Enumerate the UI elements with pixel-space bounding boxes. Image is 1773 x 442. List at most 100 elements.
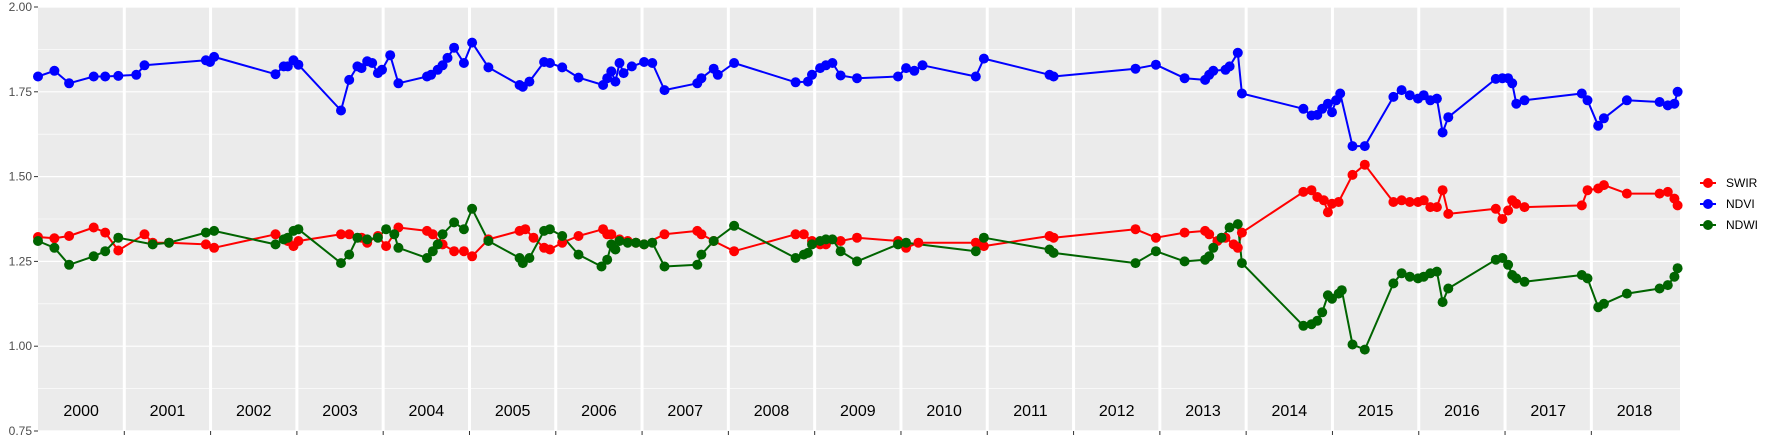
data-point-swir — [458, 246, 469, 257]
data-point-swir — [1404, 197, 1415, 207]
data-point-ndvi — [1327, 107, 1337, 118]
data-point-ndwi — [33, 236, 43, 246]
year-label: 2001 — [150, 403, 186, 420]
data-point-ndwi — [1204, 251, 1215, 262]
data-point-swir — [1511, 198, 1522, 209]
data-point-ndvi — [449, 42, 460, 53]
data-point-ndwi — [336, 258, 346, 269]
year-label: 2009 — [840, 403, 876, 420]
data-point-ndwi — [100, 246, 111, 257]
data-point-swir — [1130, 224, 1141, 235]
data-point-swir — [1318, 195, 1329, 206]
data-point-ndwi — [1232, 219, 1243, 230]
data-point-ndwi — [381, 224, 392, 235]
data-point-ndvi — [917, 60, 928, 71]
y-tick-label: 1.25 — [9, 254, 33, 268]
data-point-ndwi — [270, 239, 281, 250]
data-point-ndvi — [344, 74, 355, 85]
data-point-ndwi — [544, 224, 555, 235]
data-point-ndvi — [1511, 98, 1522, 109]
data-point-swir — [1359, 159, 1370, 170]
data-point-swir — [200, 239, 211, 250]
year-label: 2010 — [926, 403, 962, 420]
data-point-ndvi — [1621, 95, 1632, 106]
data-point-ndvi — [131, 69, 142, 80]
data-point-ndvi — [356, 63, 367, 74]
data-point-ndvi — [1208, 65, 1219, 76]
data-point-swir — [1431, 202, 1442, 213]
data-point-ndvi — [100, 71, 111, 82]
data-point-swir — [1048, 232, 1059, 243]
legend: SWIR NDVI NDWI — [1700, 176, 1758, 232]
data-point-ndwi — [1662, 280, 1673, 291]
data-point-swir — [293, 236, 304, 246]
data-point-ndwi — [1336, 285, 1347, 296]
data-point-ndvi — [483, 62, 494, 73]
data-point-ndwi — [113, 232, 124, 243]
data-point-ndwi — [432, 239, 443, 250]
data-point-swir — [978, 241, 989, 252]
legend-label-ndwi: NDWI — [1726, 218, 1758, 232]
data-point-swir — [1490, 203, 1501, 214]
x-axis — [123, 431, 1592, 435]
data-point-ndwi — [1431, 266, 1442, 277]
data-point-ndvi — [610, 76, 621, 87]
data-point-swir — [544, 244, 555, 255]
data-point-ndvi — [1507, 78, 1518, 89]
data-point-ndvi — [544, 58, 555, 68]
data-point-ndvi — [1347, 141, 1358, 152]
data-point-ndwi — [1216, 232, 1227, 243]
data-point-ndwi — [1621, 288, 1632, 299]
data-point-ndwi — [437, 229, 448, 240]
data-point-ndwi — [622, 237, 633, 248]
data-point-swir — [1582, 185, 1593, 196]
data-point-ndvi — [1335, 88, 1346, 99]
data-point-ndwi — [1236, 258, 1247, 269]
data-point-swir — [1443, 208, 1454, 219]
data-point-swir — [381, 241, 392, 252]
data-point-ndvi — [1443, 112, 1454, 123]
data-point-ndwi — [147, 239, 158, 250]
year-label: 2000 — [63, 403, 99, 420]
data-point-swir — [49, 233, 60, 244]
data-point-ndwi — [1224, 222, 1235, 233]
data-point-ndwi — [978, 232, 989, 243]
data-point-ndwi — [393, 242, 404, 253]
data-point-swir — [270, 229, 281, 240]
data-point-ndvi — [1224, 61, 1235, 72]
year-label: 2015 — [1358, 403, 1394, 420]
data-point-ndwi — [852, 256, 862, 267]
year-label: 2017 — [1530, 403, 1566, 420]
data-point-ndvi — [467, 37, 478, 48]
data-point-ndwi — [610, 244, 621, 255]
data-point-ndwi — [1582, 273, 1593, 284]
data-point-swir — [1437, 185, 1448, 196]
data-point-swir — [573, 231, 584, 241]
data-point-ndvi — [1322, 98, 1333, 109]
data-point-ndwi — [524, 253, 535, 263]
data-point-swir — [467, 251, 478, 262]
data-point-ndvi — [88, 71, 99, 82]
year-label: 2011 — [1013, 403, 1048, 420]
data-point-ndwi — [614, 236, 625, 246]
data-point-swir — [1347, 169, 1358, 180]
y-axis: 0.75 1.00 1.25 1.50 1.75 2.00 — [9, 0, 38, 438]
data-point-swir — [729, 246, 740, 257]
data-point-ndwi — [639, 239, 650, 250]
year-labels: 2000 2001 2002 2003 2004 2005 2006 2007 2008 2009… — [63, 403, 1652, 420]
data-point-ndvi — [1388, 91, 1399, 102]
data-point-ndvi — [659, 85, 670, 96]
data-point-ndvi — [1236, 88, 1247, 99]
data-point-ndvi — [367, 58, 378, 68]
data-point-swir — [1236, 227, 1247, 238]
data-point-ndwi — [1654, 283, 1665, 294]
year-label: 2018 — [1617, 403, 1653, 420]
data-point-ndvi — [33, 71, 43, 82]
data-point-swir — [1662, 186, 1673, 197]
data-point-ndwi — [372, 232, 383, 243]
data-point-swir — [449, 246, 460, 257]
data-point-ndwi — [1396, 268, 1407, 279]
y-tick-label: 1.50 — [9, 170, 33, 184]
data-point-ndvi — [293, 59, 304, 70]
data-point-ndvi — [835, 70, 846, 81]
